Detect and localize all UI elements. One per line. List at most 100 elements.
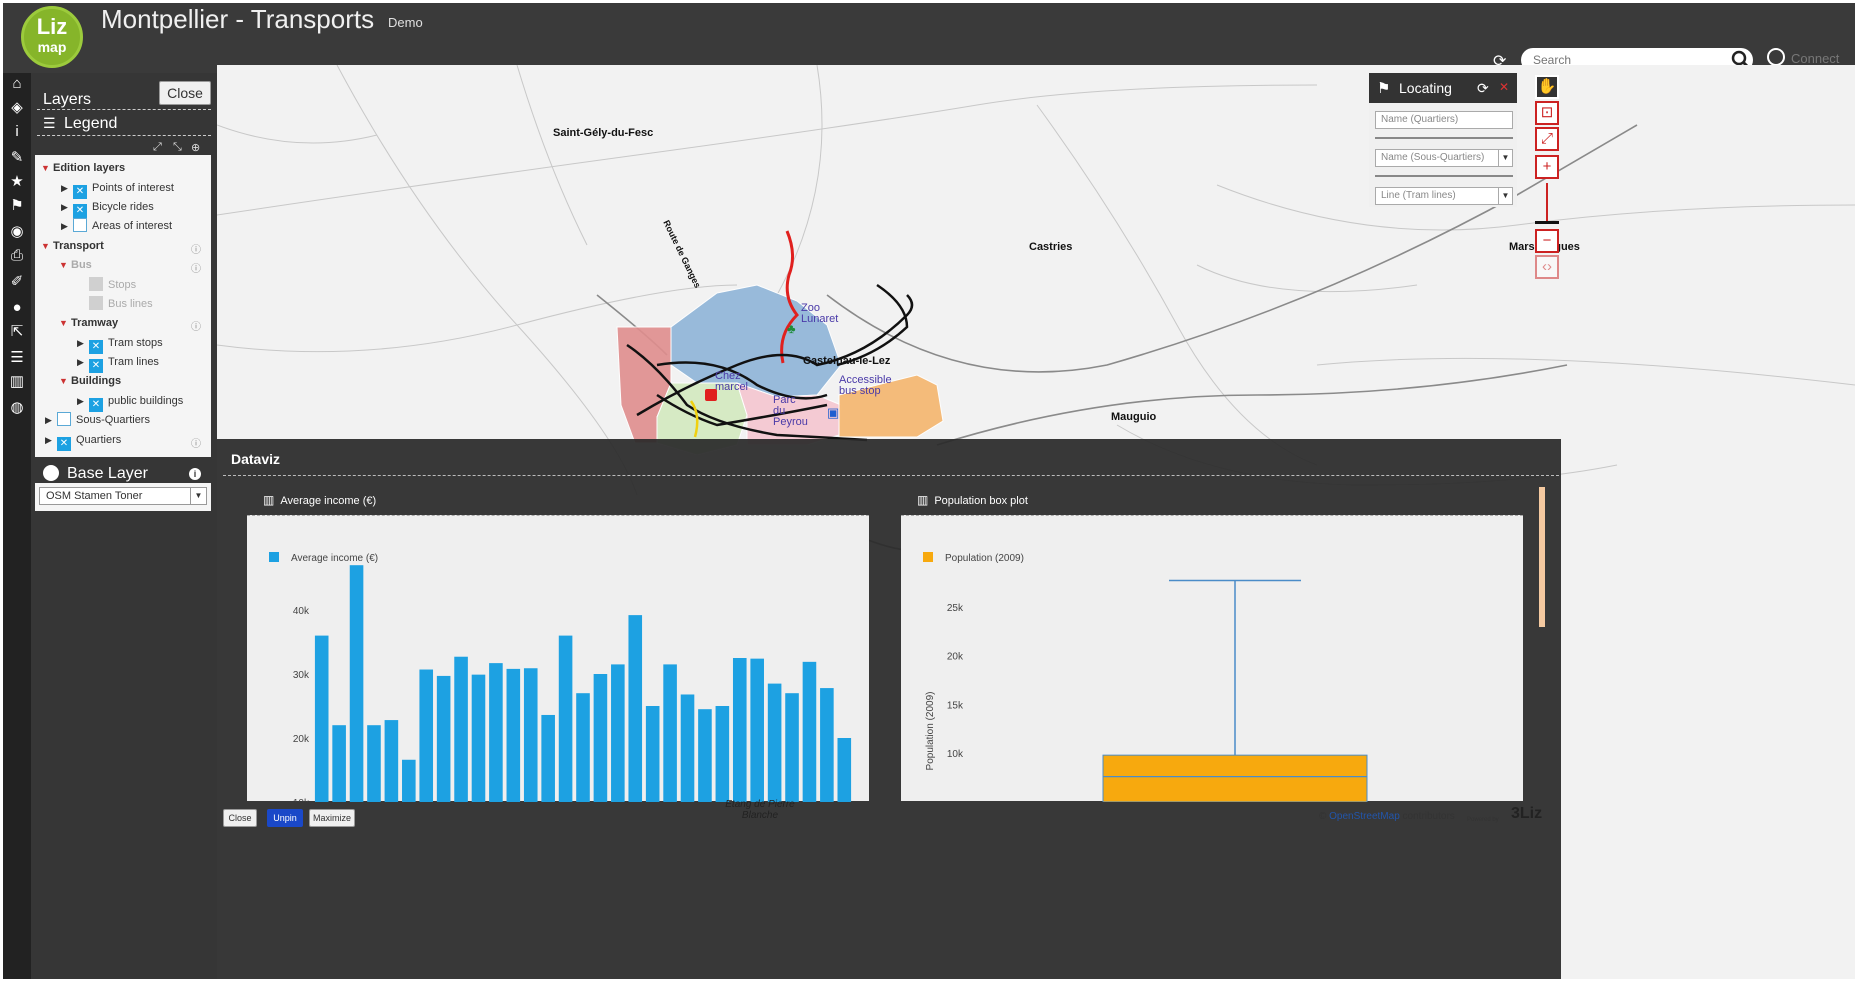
layers-icon[interactable]: ◈ [11,99,23,116]
bar[interactable] [489,663,503,802]
bar[interactable] [384,720,399,802]
bar[interactable] [314,635,329,802]
checkbox-checked[interactable]: ✕ [89,359,103,373]
tree-group-buildings[interactable]: ▼ Buildings [59,375,122,387]
tree-group-bus[interactable]: ▼ Bus [59,259,92,271]
checkbox-checked[interactable]: ✕ [73,204,87,218]
info-icon[interactable]: ⓘ [191,264,201,275]
close-icon[interactable]: ✕ [1499,80,1510,94]
tree-item-stops[interactable]: Stops [89,276,136,294]
locating-field-quartiers[interactable]: Name (Quartiers) [1375,111,1513,129]
zoom-slider[interactable] [1546,183,1548,223]
tree-icon[interactable]: ♣ [787,321,796,336]
chevron-down-icon[interactable]: ▼ [1498,150,1512,166]
info-icon[interactable]: i [15,123,19,140]
dataviz-close-button[interactable]: Close [223,809,257,827]
checkbox-checked[interactable]: ✕ [89,398,103,412]
brand-logo[interactable]: 3Liz [1511,805,1543,822]
checkbox-unchecked[interactable] [57,412,71,426]
bar[interactable] [402,759,416,802]
poi-label[interactable]: Zoo Lunaret [801,302,839,325]
measure-icon[interactable]: ✐ [10,273,24,290]
bar[interactable] [349,565,364,802]
bar[interactable] [750,658,764,802]
bar[interactable] [698,709,712,802]
checkbox-checked[interactable]: ✕ [73,185,87,199]
yellow-line[interactable] [689,400,699,438]
pan-icon[interactable]: ✋ [1535,75,1559,99]
restaurant-icon[interactable] [705,389,717,401]
osm-link[interactable]: OpenStreetMap [1329,811,1400,822]
power-icon[interactable] [1767,48,1785,66]
checkbox-unchecked[interactable] [73,218,87,232]
bar[interactable] [558,635,573,802]
info-icon[interactable]: ⓘ [191,439,201,450]
bar[interactable] [593,674,608,802]
bar[interactable] [628,615,643,802]
tree-item-sous-quartiers[interactable]: ▶ Sous-Quartiers [45,412,150,426]
checkbox-checked[interactable]: ✕ [89,340,103,354]
print-icon[interactable]: ⎙ [10,247,23,264]
bar[interactable] [767,683,782,802]
permalink-icon[interactable]: ⇱ [10,323,24,340]
base-layer-select[interactable]: OSM Stamen Toner ▼ [39,487,207,505]
zoom-layer-icon[interactable]: ⊕ [191,142,201,154]
bar[interactable] [576,693,590,802]
dataviz-icon[interactable]: ▥ [9,373,25,390]
zoom-in-button[interactable]: + [1535,155,1559,179]
locating-icon[interactable]: ⚑ [10,197,24,214]
bar[interactable] [680,694,695,802]
bicycle-ride-line[interactable] [780,230,799,364]
bar[interactable] [611,664,625,802]
dataviz-maximize-button[interactable]: Maximize [309,809,355,827]
chevron-down-icon[interactable]: ▼ [1498,188,1512,204]
bar[interactable] [732,658,747,802]
home-icon[interactable]: ⌂ [12,75,22,92]
bar[interactable] [837,738,852,802]
tree-group-edition[interactable]: ▼ Edition layers [41,162,126,174]
bar[interactable] [523,668,538,802]
poi-label[interactable]: Chez marcel [715,370,749,393]
locating-field-tram-lines[interactable]: Line (Tram lines) ▼ [1375,187,1513,205]
poi-label[interactable]: Accessible bus stop [839,374,892,397]
connect-link[interactable]: Connect [1791,51,1840,66]
bar[interactable] [715,706,730,802]
tree-item-bus-lines[interactable]: Bus lines [89,295,153,313]
star-icon[interactable]: ★ [10,173,24,190]
scrollbar-thumb[interactable] [1539,487,1545,627]
zoom-out-button[interactable]: − [1535,229,1559,253]
locating-field-sous-quartiers[interactable]: Name (Sous-Quartiers) ▼ [1375,149,1513,167]
tree-group-tramway[interactable]: ▼ Tramway [59,317,119,329]
bar[interactable] [419,669,434,802]
box[interactable] [1102,754,1368,802]
bar[interactable] [367,725,381,802]
bar[interactable] [645,706,660,802]
chevron-down-icon[interactable]: ▼ [190,488,206,504]
refresh-icon[interactable]: ⟳ [1477,80,1489,96]
box-plot[interactable]: Population (2009) Population (2009) 10k 1… [901,515,1523,802]
tree-item-quartiers[interactable]: ▶ ✕ Quartiers [45,434,122,451]
bar[interactable] [471,674,486,802]
zoom-slider-handle[interactable] [1535,221,1559,224]
collapse-icon[interactable]: ⤡ [173,141,182,153]
dataviz-scrollbar[interactable] [1539,487,1545,627]
info-icon[interactable]: ⓘ [191,322,201,333]
info-icon[interactable]: ⓘ [191,245,201,256]
tree-item-areas-of-interest[interactable]: ▶ Areas of interest [61,218,173,232]
history-icon[interactable]: ‹› [1535,255,1559,279]
checkbox-checked[interactable]: ✕ [57,437,71,451]
search-input[interactable] [1533,51,1713,69]
edition-icon[interactable]: ✎ [10,149,24,166]
bar-chart[interactable]: Average income (€) 10k 20k 30k 40k [247,515,869,802]
tree-item-tram-lines[interactable]: ▶ ✕ Tram lines [77,356,159,373]
zoom-box-icon[interactable]: ⊡ [1535,101,1559,125]
bar[interactable] [802,661,817,802]
tree-item-points-of-interest[interactable]: ▶ ✕ Points of interest [61,182,174,199]
tree-item-public-buildings[interactable]: ▶ ✕ public buildings [77,395,184,412]
bar[interactable] [506,668,521,802]
tree-item-bicycle-rides[interactable]: ▶ ✕ Bicycle rides [61,201,154,218]
expand-icon[interactable]: ⤢ [153,141,162,153]
bar[interactable] [541,714,555,802]
bar[interactable] [785,693,799,802]
tree-item-tram-stops[interactable]: ▶ ✕ Tram stops [77,337,163,354]
